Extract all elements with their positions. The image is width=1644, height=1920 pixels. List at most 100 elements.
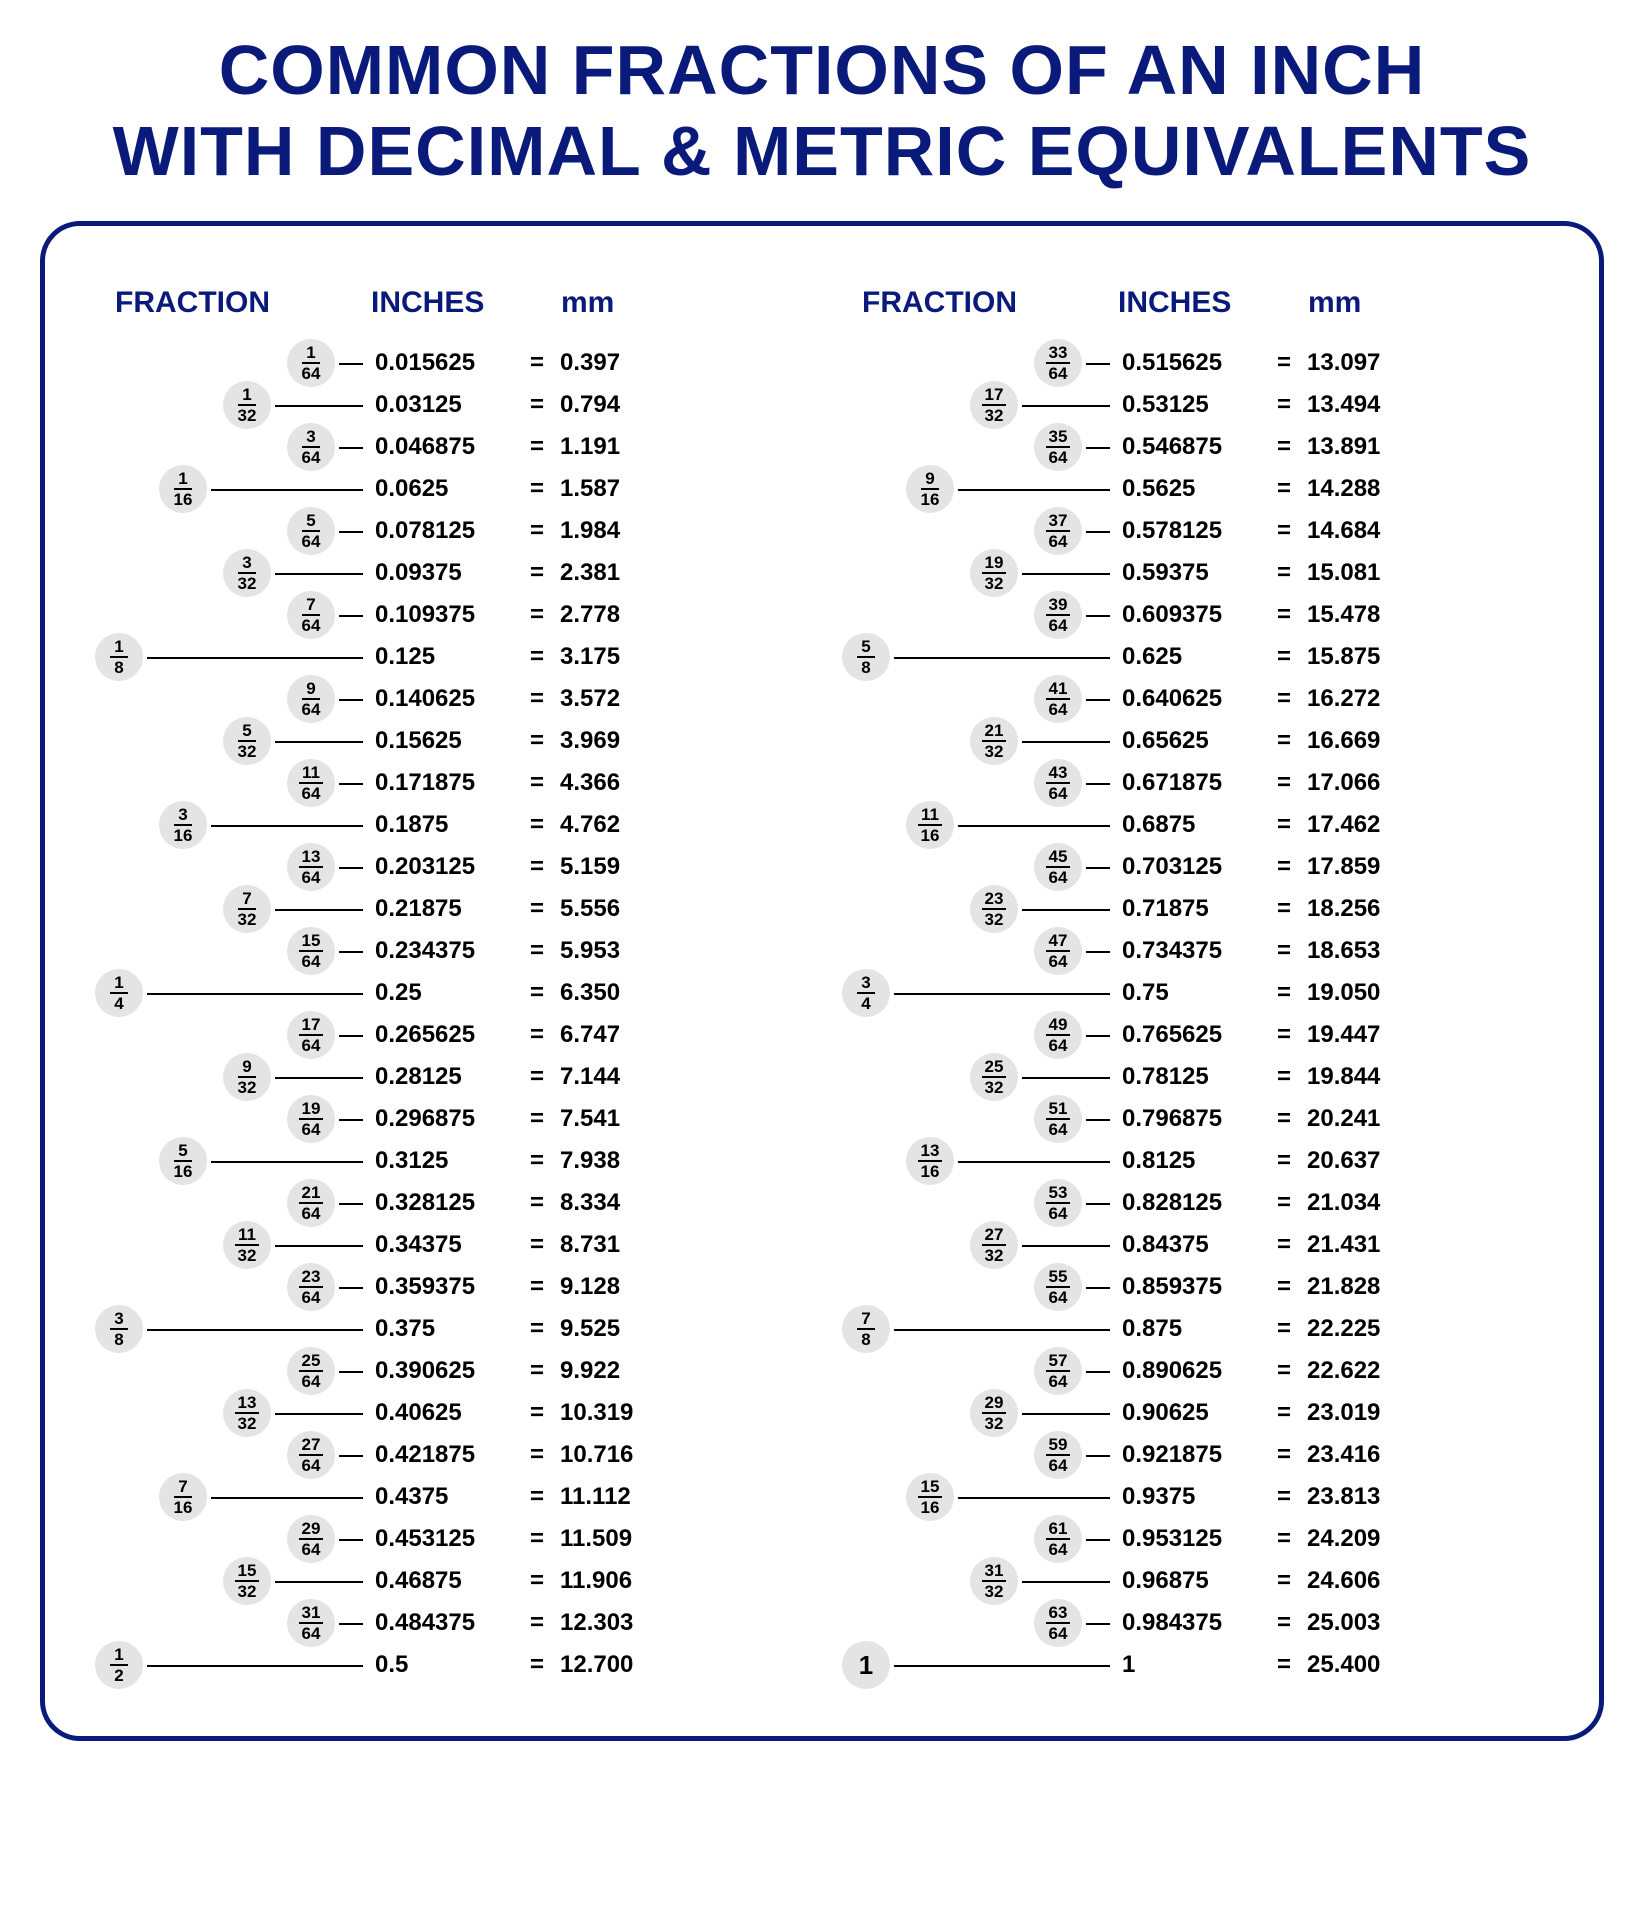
fraction-bubble: 5764: [1034, 1347, 1082, 1395]
mm-value: 13.097: [1307, 349, 1417, 377]
fraction-numerator: 61: [1046, 1520, 1071, 1540]
connector-line: [147, 993, 363, 995]
equals-sign: =: [530, 979, 560, 1007]
inches-value: 0.03125: [375, 391, 530, 419]
fraction-numerator: 1: [174, 470, 192, 490]
fraction-bubble: 1564: [287, 927, 335, 975]
fraction-numerator: 27: [299, 1436, 324, 1456]
connector-line: [275, 1581, 363, 1583]
row-values: 0.90625=23.019: [1122, 1399, 1417, 1427]
row-values: 0.671875=17.066: [1122, 769, 1417, 797]
fraction-denominator: 64: [302, 1372, 321, 1390]
connector-line: [1086, 1623, 1110, 1625]
table-row: 57640.890625=22.622: [842, 1350, 1549, 1392]
inches-value: 0.65625: [1122, 727, 1277, 755]
equals-sign: =: [1277, 769, 1307, 797]
fraction-bubble: 2164: [287, 1179, 335, 1227]
table-row: 15640.234375=5.953: [95, 930, 802, 972]
inches-value: 0.546875: [1122, 433, 1277, 461]
mm-value: 20.637: [1307, 1147, 1417, 1175]
equals-sign: =: [1277, 349, 1307, 377]
fraction-denominator: 64: [1049, 1456, 1068, 1474]
equals-sign: =: [1277, 1609, 1307, 1637]
fraction-denominator: 64: [1049, 1120, 1068, 1138]
equals-sign: =: [1277, 1273, 1307, 1301]
connector-line: [339, 1371, 363, 1373]
inches-value: 0.21875: [375, 895, 530, 923]
row-values: 0.25=6.350: [375, 979, 670, 1007]
fraction-numerator: 3: [110, 1310, 128, 1330]
table-row: 59640.921875=23.416: [842, 1434, 1549, 1476]
fraction-numerator: 29: [299, 1520, 324, 1540]
row-values: 0.359375=9.128: [375, 1273, 670, 1301]
connector-line: [275, 1413, 363, 1415]
fraction-bubble: 5564: [1034, 1263, 1082, 1311]
mm-value: 7.541: [560, 1105, 670, 1133]
fraction-denominator: 64: [1049, 616, 1068, 634]
row-values: 0.140625=3.572: [375, 685, 670, 713]
fraction-bubble: 364: [287, 423, 335, 471]
inches-value: 0.46875: [375, 1567, 530, 1595]
chart-frame: FRACTION INCHES mm 1640.015625=0.3971320…: [40, 221, 1604, 1741]
table-row: 7160.4375=11.112: [95, 1476, 802, 1518]
equals-sign: =: [530, 1063, 560, 1091]
fraction-numerator: 7: [174, 1478, 192, 1498]
equals-sign: =: [530, 727, 560, 755]
inches-value: 0.765625: [1122, 1021, 1277, 1049]
fraction-denominator: 32: [985, 910, 1004, 928]
fraction-numerator: 31: [982, 1562, 1007, 1582]
header-mm: mm: [1292, 286, 1549, 320]
row-values: 0.921875=23.416: [1122, 1441, 1417, 1469]
header-inches: INCHES: [365, 286, 545, 320]
fraction-bubble: 3364: [1034, 339, 1082, 387]
inches-value: 0.625: [1122, 643, 1277, 671]
fraction-denominator: 8: [861, 658, 870, 676]
row-values: 0.46875=11.906: [375, 1567, 670, 1595]
row-values: 0.640625=16.272: [1122, 685, 1417, 713]
equals-sign: =: [530, 643, 560, 671]
table-row: 51640.796875=20.241: [842, 1098, 1549, 1140]
inches-value: 0.6875: [1122, 811, 1277, 839]
row-values: 0.03125=0.794: [375, 391, 670, 419]
fraction-numerator: 37: [1046, 512, 1071, 532]
equals-sign: =: [1277, 1399, 1307, 1427]
fraction-denominator: 64: [302, 700, 321, 718]
mm-value: 21.034: [1307, 1189, 1417, 1217]
fraction-bubble: 2564: [287, 1347, 335, 1395]
fraction-denominator: 32: [238, 406, 257, 424]
equals-sign: =: [1277, 1651, 1307, 1679]
equals-sign: =: [530, 853, 560, 881]
fraction-numerator: 47: [1046, 932, 1071, 952]
equals-sign: =: [530, 1357, 560, 1385]
fraction-denominator: 32: [985, 1414, 1004, 1432]
mm-value: 23.019: [1307, 1399, 1417, 1427]
connector-line: [958, 489, 1110, 491]
fraction-denominator: 64: [1049, 532, 1068, 550]
fraction-numerator: 5: [302, 512, 320, 532]
mm-value: 22.225: [1307, 1315, 1417, 1343]
inches-value: 0.390625: [375, 1357, 530, 1385]
row-values: 0.546875=13.891: [1122, 433, 1417, 461]
fraction-denominator: 32: [985, 574, 1004, 592]
connector-line: [211, 1161, 363, 1163]
mm-value: 13.891: [1307, 433, 1417, 461]
mm-value: 24.209: [1307, 1525, 1417, 1553]
fraction-bubble: 3164: [287, 1599, 335, 1647]
fraction-bubble: 716: [159, 1473, 207, 1521]
mm-value: 7.144: [560, 1063, 670, 1091]
fraction-bubble: 1: [842, 1641, 890, 1689]
inches-value: 0.9375: [1122, 1483, 1277, 1511]
inches-value: 0.984375: [1122, 1609, 1277, 1637]
mm-value: 25.400: [1307, 1651, 1417, 1679]
fraction-denominator: 32: [985, 1246, 1004, 1264]
fraction-bubble: 4364: [1034, 759, 1082, 807]
inches-value: 0.1875: [375, 811, 530, 839]
fraction-denominator: 64: [1049, 784, 1068, 802]
equals-sign: =: [530, 1189, 560, 1217]
inches-value: 0.8125: [1122, 1147, 1277, 1175]
table-row: 3160.1875=4.762: [95, 804, 802, 846]
fraction-numerator: 39: [1046, 596, 1071, 616]
fraction-numerator: 53: [1046, 1184, 1071, 1204]
equals-sign: =: [1277, 643, 1307, 671]
fraction-denominator: 64: [302, 1624, 321, 1642]
